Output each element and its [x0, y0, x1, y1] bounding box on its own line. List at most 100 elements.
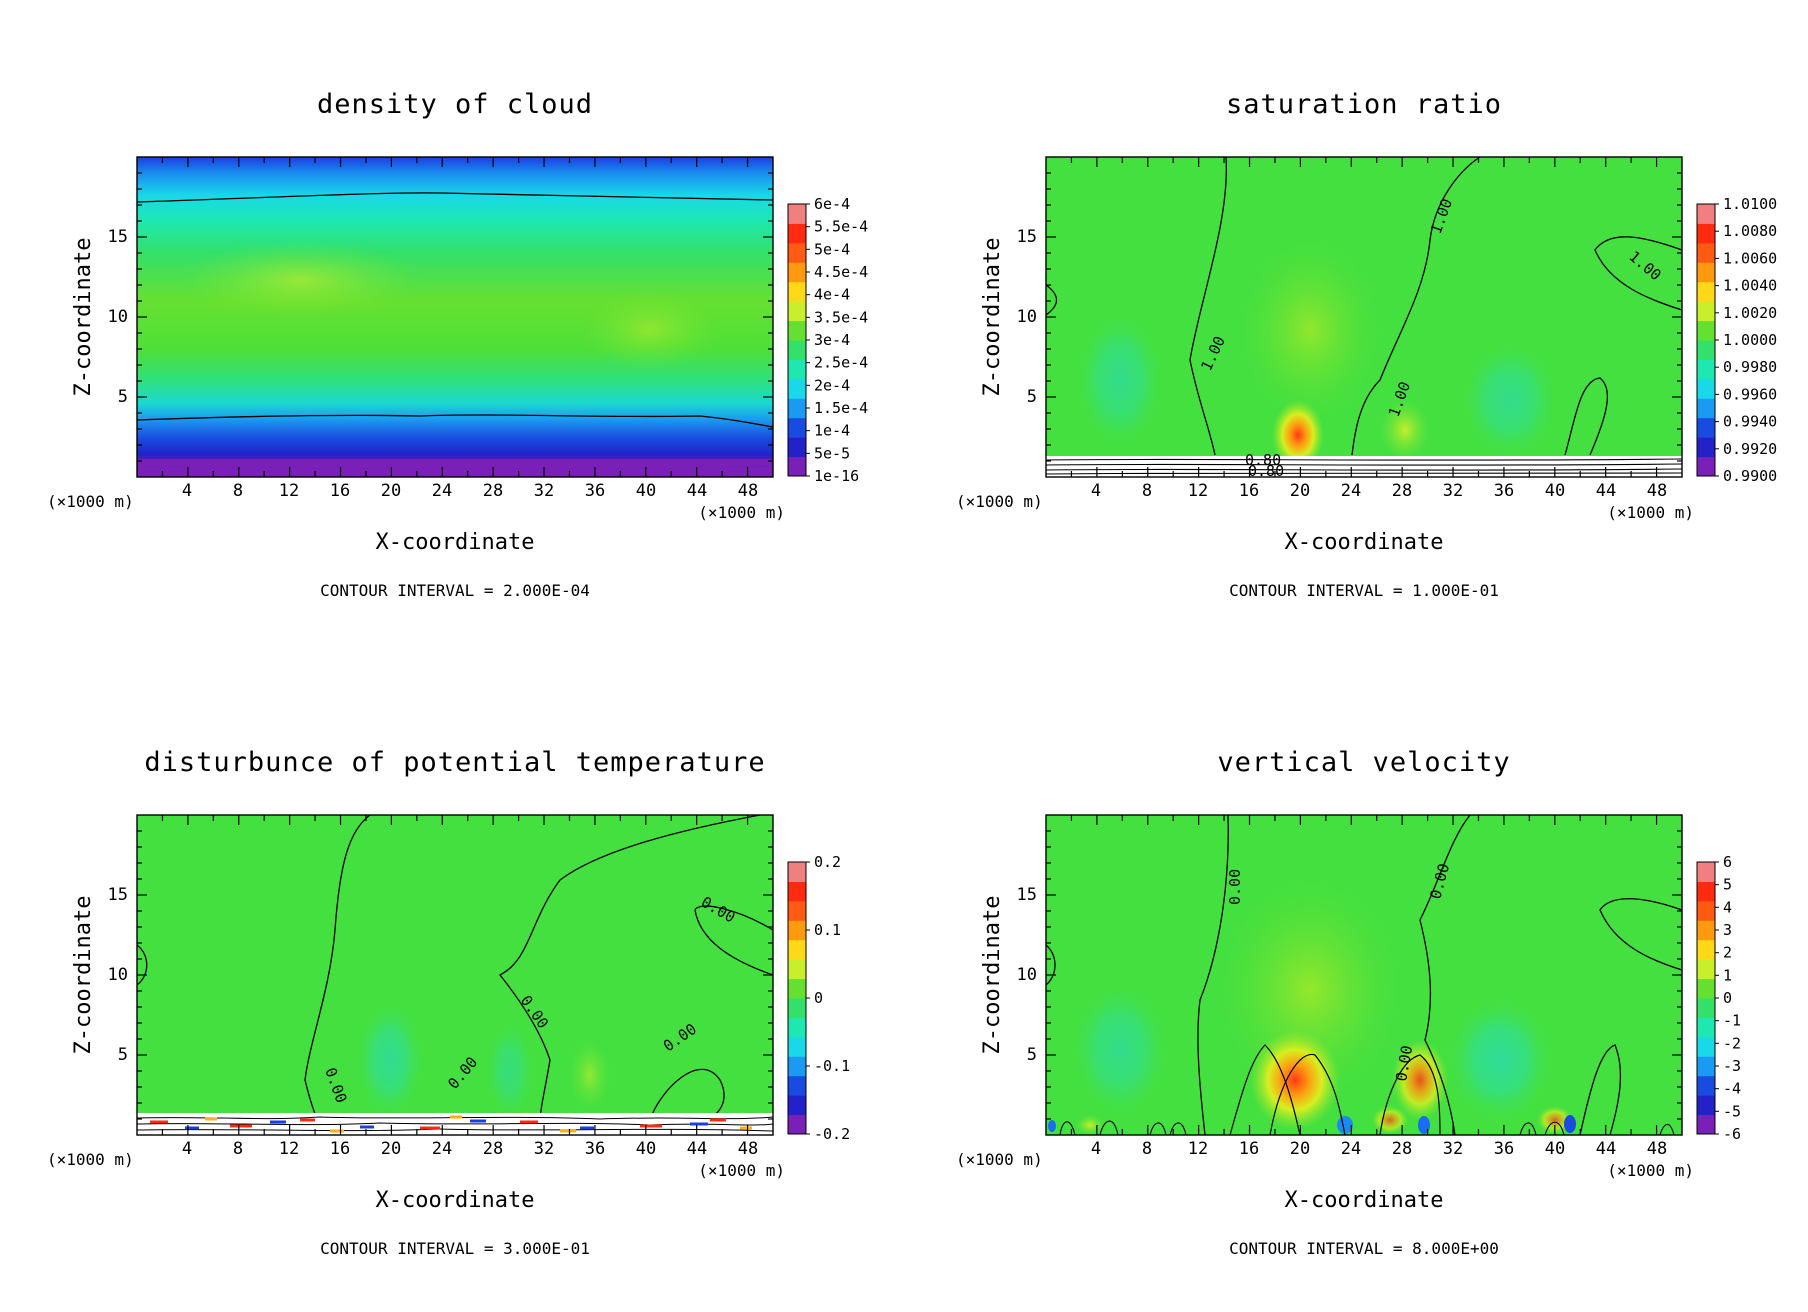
tick-marks	[137, 157, 773, 477]
colorbar: -0.2 -0.1 0 0.1 0.2	[787, 853, 850, 1143]
colorbar-swatch	[1697, 939, 1715, 960]
colorbar-label: -2	[1723, 1034, 1741, 1052]
x-tick-label: 8	[1142, 1139, 1152, 1159]
colorbar-label: 0.1	[814, 921, 841, 939]
colorbar-swatch	[1697, 262, 1715, 283]
colorbar-label: 1	[1723, 966, 1732, 984]
y-tick-label: 5	[1027, 387, 1037, 407]
colorbar-swatch	[788, 456, 806, 477]
colorbar-label: 1.0040	[1723, 277, 1777, 295]
x-tick-label: 16	[330, 1139, 350, 1159]
heatmap-region	[1046, 456, 1682, 477]
colorbar-swatch	[1697, 1036, 1715, 1057]
colorbar-label: 1.0000	[1723, 331, 1777, 349]
x-tick-label: 48	[738, 481, 758, 501]
colorbar-label: -3	[1723, 1057, 1741, 1075]
x-tick-label: 48	[738, 1139, 758, 1159]
colorbar-swatch	[788, 998, 806, 1018]
contour-interval: CONTOUR INTERVAL = 8.000E+00	[1229, 1239, 1499, 1258]
colorbar-swatch	[1697, 378, 1715, 399]
colorbar-label: 3	[1723, 921, 1732, 939]
colorbar-swatch	[1697, 1095, 1715, 1116]
heatmap-region	[1240, 240, 1380, 420]
y-tick-label: 10	[108, 965, 128, 985]
x-tick-label: 44	[687, 1139, 707, 1159]
x-tick-label: 20	[381, 1139, 401, 1159]
colorbar-swatch	[788, 223, 806, 244]
x-tick-label: 20	[1290, 1139, 1310, 1159]
contour-line	[1379, 1054, 1441, 1136]
x-tick-label: 12	[279, 1139, 299, 1159]
colorbar-swatch	[788, 1095, 806, 1116]
x-tick-label: 44	[1596, 481, 1616, 501]
colorbar-label: 2	[1723, 944, 1732, 962]
colorbar-label: -6	[1723, 1125, 1741, 1143]
colorbar-label: -0.2	[814, 1125, 850, 1143]
x-tick-label: 32	[1443, 1139, 1463, 1159]
panel-vertical-velocity: vertical velocity 0.00 0.00 0.00 4 8 12	[956, 747, 1741, 1258]
contour-line	[1045, 284, 1058, 316]
x-tick-label: 24	[432, 481, 452, 501]
x-tick-label: 12	[279, 481, 299, 501]
x-tick-label: 12	[1188, 1139, 1208, 1159]
colorbar-label: 5.5e-4	[814, 218, 868, 236]
contour-line	[304, 814, 371, 1121]
colorbar-swatch	[788, 398, 806, 419]
x-tick-label: 40	[636, 1139, 656, 1159]
colorbar-swatch	[788, 242, 806, 263]
y-tick-labels: 5 10 15	[108, 885, 128, 1065]
y-tick-label: 15	[1017, 885, 1037, 905]
x-tick-label: 16	[1239, 1139, 1259, 1159]
contour-line	[498, 814, 761, 1121]
heatmap-region	[1272, 400, 1324, 470]
contour-line	[1419, 814, 1471, 1136]
panel-potential-temperature: disturbunce of potential temperature 0.0…	[47, 747, 850, 1258]
heatmap-region	[1075, 310, 1165, 450]
colorbar-label: 6	[1723, 853, 1732, 871]
contour-line	[649, 1068, 725, 1121]
colorbar-swatch	[1697, 223, 1715, 244]
panel-density: density of cloud 4 8 12 16 20 24 28 32 3…	[47, 89, 868, 600]
chart-title: vertical velocity	[1217, 747, 1510, 778]
colorbar-swatch	[788, 978, 806, 999]
chart-title: saturation ratio	[1226, 89, 1502, 120]
x-unit-label: (×1000 m)	[47, 492, 134, 511]
y-tick-labels: 5 10 15	[1017, 227, 1037, 407]
colorbar-swatch	[788, 281, 806, 302]
contour-line	[1564, 377, 1608, 456]
heatmap-field	[137, 815, 773, 1135]
colorbar-label: 0.9960	[1723, 385, 1777, 403]
colorbar-swatch	[788, 378, 806, 399]
x-tick-label: 4	[1091, 481, 1101, 501]
colorbar-label: 1.5e-4	[814, 399, 868, 417]
y-tick-labels: 5 10 15	[1017, 885, 1037, 1065]
colorbar-swatch	[1697, 204, 1715, 224]
y-tick-label: 5	[1027, 1045, 1037, 1065]
colorbar-swatch	[788, 900, 806, 921]
colorbar-swatch	[788, 920, 806, 941]
colorbar-label: 0.9980	[1723, 358, 1777, 376]
x-tick-label: 36	[585, 1139, 605, 1159]
heatmap-region	[1048, 1120, 1056, 1132]
x-tick-label: 28	[483, 1139, 503, 1159]
x-tick-label: 40	[636, 481, 656, 501]
colorbar-swatch	[788, 320, 806, 341]
x-axis-label: X-coordinate	[376, 1188, 535, 1213]
contour-line	[1045, 458, 1683, 475]
colorbar-label: 2.5e-4	[814, 354, 868, 372]
x-tick-label: 28	[483, 481, 503, 501]
colorbar-swatch	[788, 959, 806, 980]
contour-line	[694, 905, 774, 976]
colorbar-swatch	[788, 437, 806, 458]
x-unit-label: (×1000 m)	[47, 1150, 134, 1169]
x-tick-labels: 4 8 12 16 20 24 28 32 36 40 44 48	[182, 481, 758, 501]
x-tick-label: 32	[534, 481, 554, 501]
colorbar-label: 2e-4	[814, 376, 850, 394]
x-tick-label: 12	[1188, 481, 1208, 501]
x-tick-label: 24	[1341, 1139, 1361, 1159]
x-tick-label: 8	[1142, 481, 1152, 501]
colorbar-label: 4.5e-4	[814, 263, 868, 281]
colorbar-swatch	[1697, 998, 1715, 1018]
colorbar-swatch	[1697, 242, 1715, 263]
